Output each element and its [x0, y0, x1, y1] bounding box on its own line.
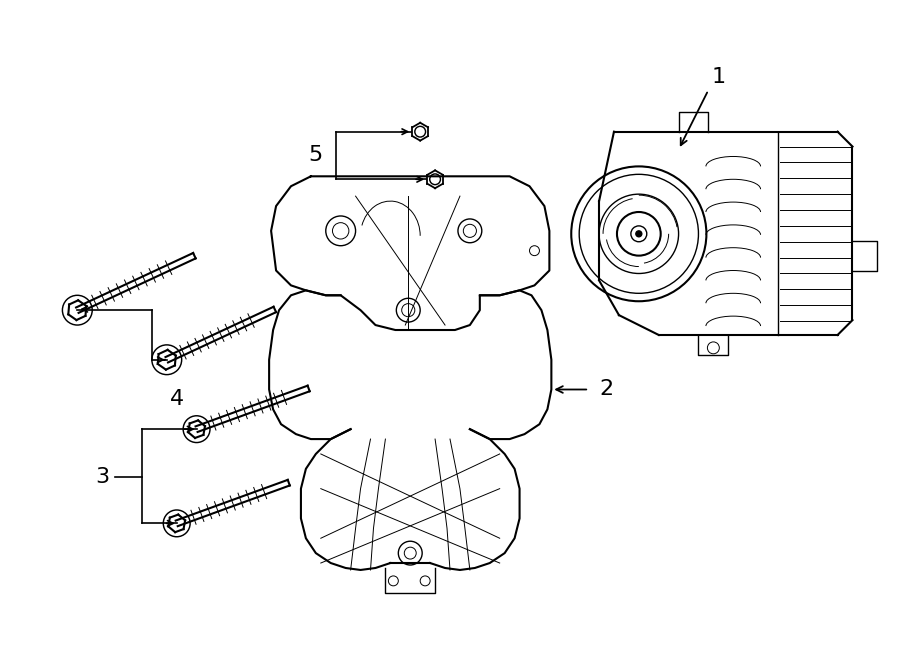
- Text: 1: 1: [711, 67, 725, 87]
- Text: 5: 5: [309, 145, 323, 165]
- Circle shape: [635, 231, 642, 237]
- Text: 3: 3: [95, 467, 109, 486]
- Text: 2: 2: [599, 379, 613, 399]
- Text: 4: 4: [169, 389, 184, 409]
